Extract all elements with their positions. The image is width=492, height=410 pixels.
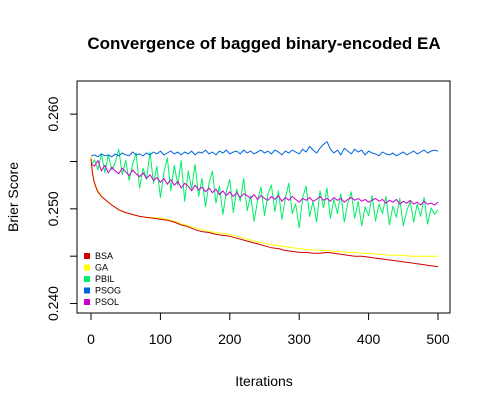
x-tick-label: 300 [288,331,312,347]
x-tick-label: 400 [357,331,381,347]
legend-label-psog: PSOG [95,286,121,296]
legend-swatch-bsa [84,253,90,259]
y-tick-label: 0.240 [45,286,61,321]
x-axis-label: Iterations [235,373,293,389]
y-tick-label: 0.260 [45,96,61,131]
legend-label-ga: GA [95,263,108,273]
legend-swatch-ga [84,265,90,271]
y-axis-label: Brier Score [5,162,21,232]
legend-label-pbil: PBIL [95,274,115,284]
chart-title: Convergence of bagged binary-encoded EA [87,34,440,53]
x-tick-label: 0 [87,331,95,347]
legend-label-bsa: BSA [95,251,113,261]
x-tick-label: 500 [426,331,450,347]
legend-swatch-psog [84,288,90,294]
legend-swatch-psol [84,299,90,305]
legend-label-psol: PSOL [95,297,119,307]
legend-swatch-pbil [84,276,90,282]
x-tick-label: 200 [218,331,242,347]
x-tick-label: 100 [149,331,173,347]
y-tick-label: 0.250 [45,191,61,226]
